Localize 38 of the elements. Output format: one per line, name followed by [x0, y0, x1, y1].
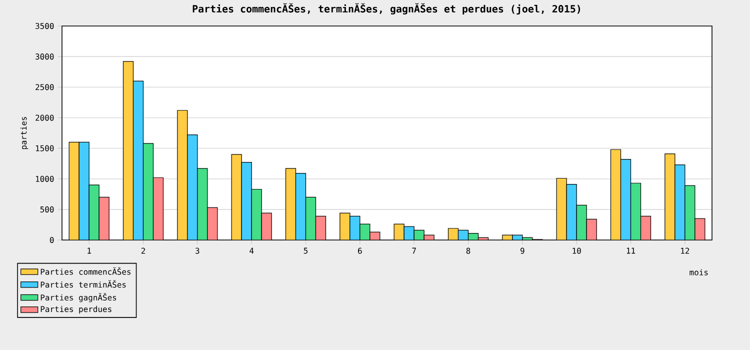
bar — [88, 184, 100, 240]
bar — [360, 224, 370, 240]
bar — [295, 173, 306, 240]
bar — [630, 183, 641, 240]
bar — [98, 196, 110, 240]
bar — [684, 185, 696, 240]
bar — [68, 142, 80, 240]
bar — [448, 228, 458, 240]
bar — [285, 168, 296, 240]
bar — [576, 204, 587, 240]
bar — [674, 164, 686, 240]
chart-title: Parties commencĂŠes, terminĂŠes, gagnĂŠes et perdues (joel, 2015) — [192, 3, 580, 15]
bar — [132, 80, 144, 240]
bar — [566, 184, 577, 240]
bar — [231, 154, 242, 240]
bar — [187, 134, 198, 240]
bar — [177, 110, 188, 240]
bar — [197, 168, 208, 240]
bar — [694, 218, 706, 240]
bar — [394, 224, 404, 240]
bar — [610, 150, 621, 240]
bar — [251, 188, 262, 240]
bar — [664, 153, 676, 240]
bar — [586, 218, 597, 240]
bar — [241, 162, 252, 240]
bar — [315, 216, 326, 240]
bar — [305, 196, 316, 240]
bar — [350, 216, 360, 240]
bar — [78, 142, 90, 240]
bar — [142, 143, 154, 240]
bar — [152, 177, 164, 240]
bar — [261, 212, 272, 240]
bar — [640, 216, 651, 240]
bar — [556, 178, 567, 240]
bar — [620, 159, 631, 240]
bar — [340, 212, 350, 240]
bar — [122, 61, 134, 240]
bar — [207, 207, 218, 240]
